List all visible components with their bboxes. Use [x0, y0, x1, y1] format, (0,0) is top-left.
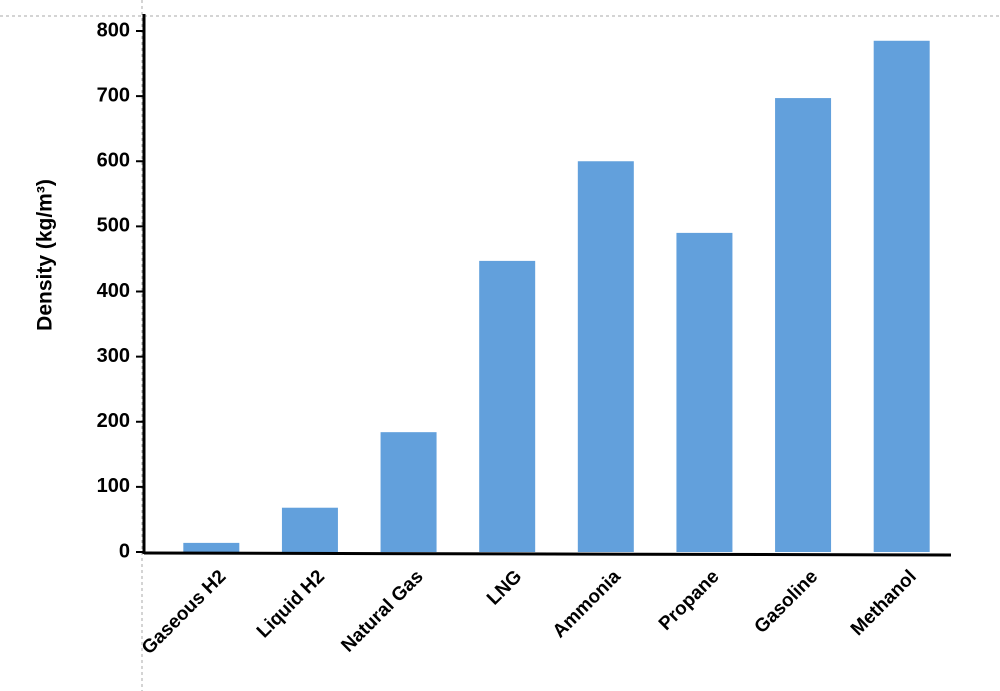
bar: [380, 432, 437, 552]
x-axis: [143, 551, 952, 557]
x-tick-label: Methanol: [847, 566, 921, 640]
bar: [281, 507, 338, 552]
x-tick-label: Propane: [655, 566, 724, 635]
y-tick-label: 300: [97, 345, 130, 367]
bar: [775, 98, 832, 553]
bar: [183, 542, 240, 552]
y-tick-label: 200: [97, 410, 130, 432]
bar: [676, 232, 733, 552]
y-tick-label: 100: [97, 475, 130, 497]
x-tick-label: Liquid H2: [253, 566, 329, 642]
x-tick-label: Gaseous H2: [138, 566, 231, 659]
x-tick-label: Gasoline: [751, 566, 823, 638]
x-tick-label: LNG: [483, 566, 526, 609]
x-tick-label: Natural Gas: [337, 566, 427, 656]
bar: [873, 40, 930, 553]
y-axis-title: Density (kg/m³): [34, 179, 57, 331]
y-tick-label: 600: [97, 150, 130, 172]
x-tick-label: Ammonia: [549, 566, 625, 642]
bar: [479, 260, 536, 552]
y-tick-label: 500: [97, 215, 130, 237]
bar: [577, 161, 634, 552]
y-tick-label: 400: [97, 280, 130, 302]
y-tick-label: 700: [97, 84, 130, 106]
y-tick-label: 0: [119, 540, 130, 562]
y-tick-label: 800: [97, 19, 130, 41]
